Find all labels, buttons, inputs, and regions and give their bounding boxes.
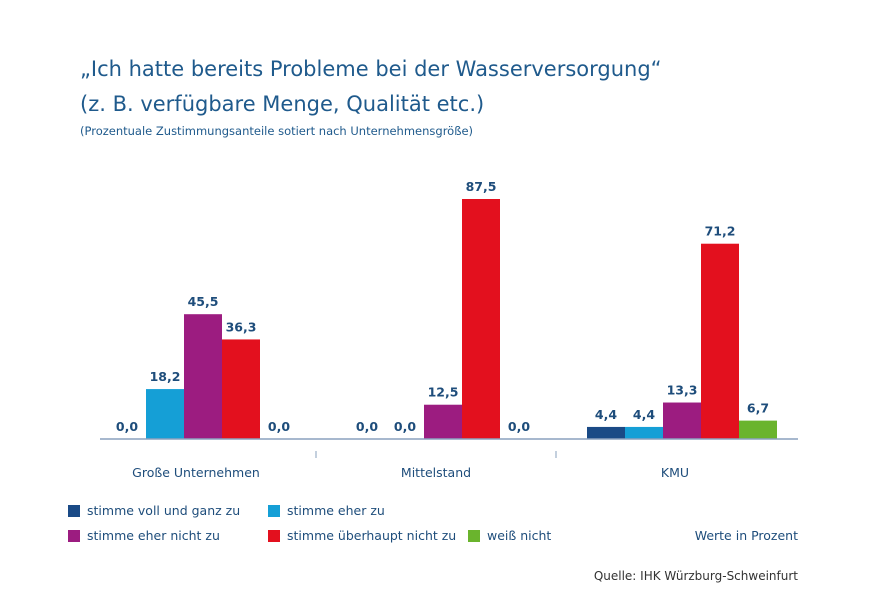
category-dividers xyxy=(315,451,557,458)
legend-item-ueberhaupt-nicht: stimme überhaupt nicht zu xyxy=(268,528,456,543)
legend-item-eher-nicht: stimme eher nicht zu xyxy=(68,528,220,543)
category-label: Mittelstand xyxy=(401,465,471,480)
bar xyxy=(424,404,462,439)
legend-item-voll: stimme voll und ganz zu xyxy=(68,503,240,518)
bar-value-label: 12,5 xyxy=(428,385,459,400)
chart-title-line1: „Ich hatte bereits Probleme bei der Wass… xyxy=(80,57,662,81)
value-labels-group: 0,0 18,2 45,5 36,3 0,0 0,0 0,0 12,5 87,5 0,0 4,4 4,… xyxy=(116,179,769,434)
bar xyxy=(587,426,625,439)
bar-value-label: 36,3 xyxy=(226,319,257,334)
bar-value-label: 0,0 xyxy=(268,419,290,434)
legend-label: stimme überhaupt nicht zu xyxy=(287,528,457,543)
bar-value-label: 0,0 xyxy=(116,419,138,434)
legend-label: stimme eher nicht zu xyxy=(87,528,220,543)
source-note: Quelle: IHK Würzburg-Schweinfurt xyxy=(593,569,798,583)
bar xyxy=(701,243,739,439)
bar-value-label: 45,5 xyxy=(188,294,219,309)
legend-swatch xyxy=(468,529,480,542)
legend-swatch xyxy=(268,504,280,517)
legend-label: weiß nicht xyxy=(487,528,552,543)
legend-swatch xyxy=(68,504,80,517)
bar xyxy=(462,199,500,439)
category-labels-group: Große Unternehmen Mittelstand KMU xyxy=(132,465,689,480)
bar-value-label: 71,2 xyxy=(705,224,736,239)
bars-group xyxy=(146,199,777,439)
bar-value-label: 4,4 xyxy=(595,407,617,422)
bar xyxy=(184,314,222,439)
bar-value-label: 0,0 xyxy=(508,419,530,434)
category-label: KMU xyxy=(661,465,689,480)
chart-subtitle: (Prozentuale Zustimmungsanteile sotiert … xyxy=(80,124,474,138)
bar xyxy=(146,389,184,439)
bar-value-label: 6,7 xyxy=(747,401,769,416)
legend-swatch xyxy=(68,529,80,542)
bar-value-label: 0,0 xyxy=(394,419,416,434)
chart-title-line2: (z. B. verfügbare Menge, Qualität etc.) xyxy=(80,92,485,116)
legend-label: stimme eher zu xyxy=(287,503,385,518)
bar-value-label: 18,2 xyxy=(150,369,181,384)
legend-swatch xyxy=(268,529,280,542)
legend-label: stimme voll und ganz zu xyxy=(87,503,241,518)
bar xyxy=(222,339,260,439)
bar-value-label: 87,5 xyxy=(466,179,497,194)
bar-value-label: 4,4 xyxy=(633,407,655,422)
bar xyxy=(739,420,777,439)
bar xyxy=(663,402,701,439)
legend-item-weiss-nicht: weiß nicht xyxy=(468,528,551,543)
bar-value-label: 13,3 xyxy=(667,383,698,398)
bar xyxy=(625,426,663,439)
bar-value-label: 0,0 xyxy=(356,419,378,434)
units-note: Werte in Prozent xyxy=(694,528,798,543)
category-label: Große Unternehmen xyxy=(132,465,260,480)
legend-item-eher-zu: stimme eher zu xyxy=(268,503,385,518)
